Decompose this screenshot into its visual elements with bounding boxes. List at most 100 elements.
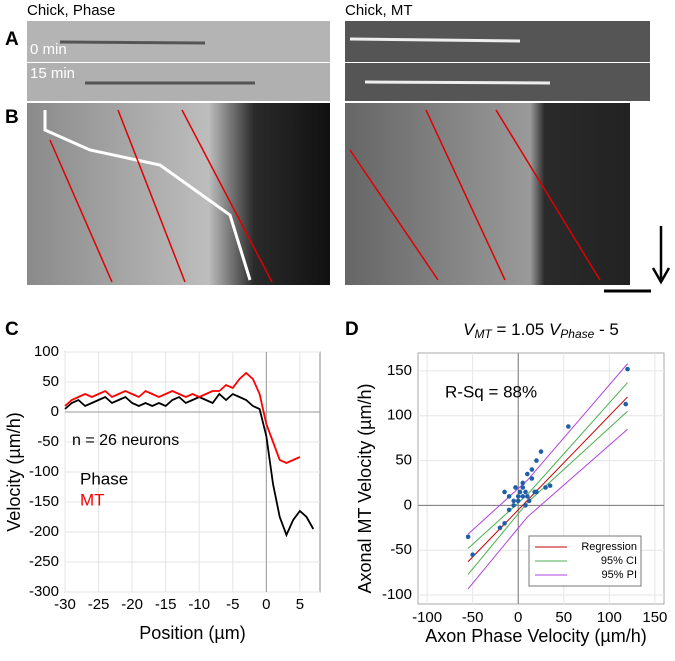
series-line	[64, 392, 315, 538]
point	[534, 458, 539, 463]
y-tick-label: -50	[390, 541, 412, 558]
y-tick-label: 50	[42, 373, 59, 390]
time-label: 0 min	[30, 41, 67, 58]
image-title: Chick, Phase	[27, 2, 115, 19]
point	[515, 494, 521, 499]
y-tick-label: -50	[37, 433, 59, 450]
legend-label: 95% CI	[601, 555, 637, 567]
legend-label: Regression	[581, 541, 637, 553]
point	[506, 494, 512, 499]
y-tick-label: -200	[29, 523, 59, 540]
time-label: 15 min	[30, 65, 75, 82]
y-tick-label: 100	[387, 407, 412, 424]
point	[523, 503, 528, 508]
point	[547, 483, 553, 488]
chart-title: VMT = 1.05 VPhase - 5	[463, 320, 619, 341]
point	[497, 525, 503, 531]
point	[502, 521, 507, 526]
trace	[43, 110, 252, 281]
point	[502, 489, 507, 495]
panel-label: A	[5, 29, 19, 50]
y-tick-label: 0	[404, 496, 412, 513]
point	[470, 552, 475, 557]
point	[515, 498, 521, 504]
x-axis-label: Position (µm)	[139, 623, 245, 643]
y-tick-label: -100	[29, 463, 59, 480]
y-tick-label: 100	[34, 343, 59, 360]
kymograph-lines	[49, 109, 601, 283]
x-tick-label: 5	[296, 596, 304, 613]
mt-kymograph	[345, 103, 630, 285]
panel-label: D	[345, 319, 359, 340]
x-tick-label: 100	[597, 609, 622, 626]
y-tick-label: 150	[387, 362, 412, 379]
point	[511, 498, 516, 504]
x-tick-label: 0	[514, 609, 522, 626]
x-tick-label: -30	[54, 596, 76, 613]
point	[566, 424, 571, 429]
point	[520, 480, 526, 486]
x-tick-label: -20	[121, 596, 143, 613]
y-tick-label: -300	[29, 583, 59, 600]
point	[511, 503, 516, 508]
micrographs	[27, 21, 671, 293]
y-axis-label: Velocity (µm/h)	[4, 412, 24, 531]
x-tick-label: -5	[226, 596, 239, 613]
point	[543, 485, 548, 490]
legend-label: 95% PI	[602, 569, 637, 581]
axon	[59, 40, 206, 45]
point	[529, 467, 535, 472]
x-tick-label: -25	[88, 596, 110, 613]
title-part: = 1.05	[492, 320, 549, 339]
fit-line	[467, 363, 628, 535]
panel-label: B	[5, 107, 19, 128]
point	[520, 494, 526, 499]
time-arrow-head	[651, 267, 671, 285]
point	[520, 485, 526, 490]
fit-line	[467, 410, 628, 575]
point	[506, 507, 512, 513]
y-tick-label: -150	[29, 493, 59, 510]
point	[625, 366, 630, 372]
legend-label: MT	[80, 490, 105, 509]
title-part: MT	[474, 327, 493, 341]
point	[623, 401, 629, 407]
y-axis-label: Axonal MT Velocity (µm/h)	[355, 383, 375, 593]
panel-label: C	[5, 319, 19, 340]
image-title: Chick, MT	[345, 2, 413, 19]
axon	[364, 80, 551, 85]
fit-line	[467, 428, 628, 590]
annotation: n = 26 neurons	[72, 432, 179, 449]
phase-kymograph	[27, 103, 330, 285]
y-tick-label: 0	[51, 403, 59, 420]
title-part: - 5	[594, 320, 619, 339]
legend-label: Phase	[80, 469, 128, 488]
x-tick-label: 50	[555, 609, 572, 626]
point	[525, 471, 530, 477]
x-tick-label: -50	[462, 609, 484, 626]
axon	[349, 37, 521, 43]
title-part: Phase	[560, 327, 594, 341]
point	[513, 485, 518, 490]
title-part: V	[549, 320, 562, 339]
y-tick-label: -100	[382, 586, 412, 603]
x-tick-label: -15	[155, 596, 177, 613]
y-tick-label: -250	[29, 553, 59, 570]
x-axis-label: Axon Phase Velocity (µm/h)	[425, 626, 646, 646]
fit-line	[467, 396, 628, 562]
point	[517, 489, 523, 495]
point	[526, 498, 532, 504]
point	[523, 489, 528, 495]
x-tick-label: -100	[412, 609, 442, 626]
point	[525, 494, 530, 499]
x-tick-label: -10	[188, 596, 210, 613]
point	[538, 449, 544, 454]
x-tick-label: 0	[262, 596, 270, 613]
point	[465, 534, 471, 540]
point	[534, 489, 539, 495]
title-part: V	[463, 320, 476, 339]
y-tick-label: 50	[395, 452, 412, 469]
x-tick-label: 150	[642, 609, 667, 626]
point	[529, 476, 535, 481]
